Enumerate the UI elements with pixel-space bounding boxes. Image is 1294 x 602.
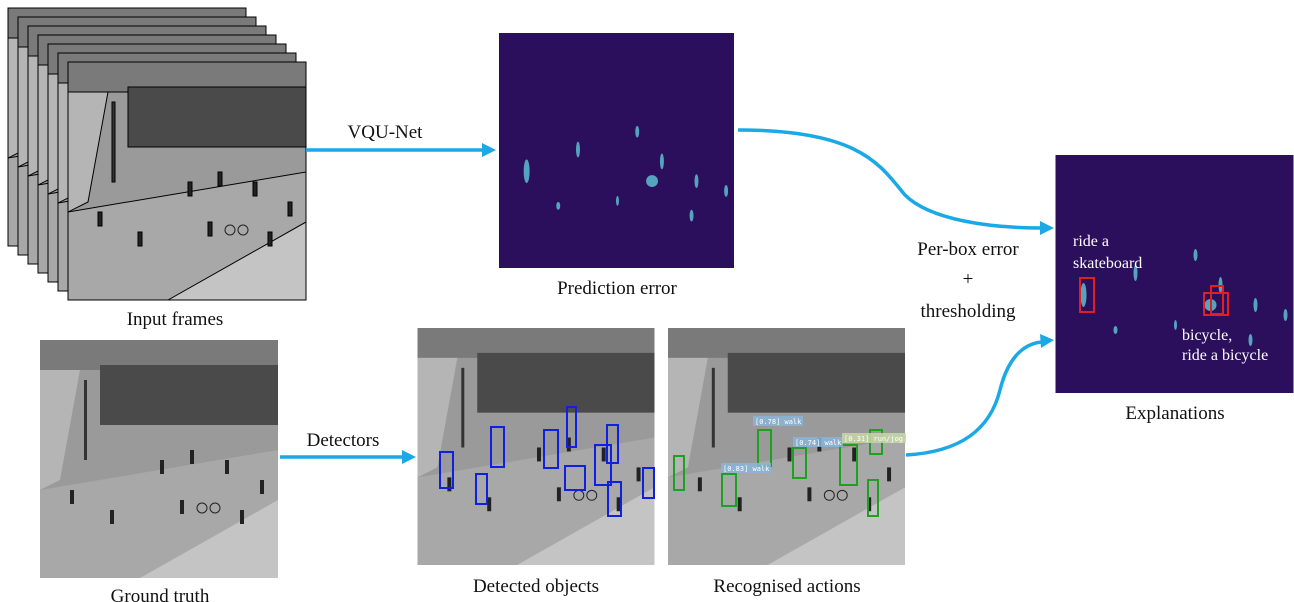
fusion-line: + (963, 269, 974, 290)
fusion-line: Per-box error (917, 239, 1019, 260)
detection-boxes (439, 406, 655, 517)
prediction-error-label: Prediction error (557, 278, 677, 299)
action-tag-backgrounds (721, 416, 906, 473)
ground-truth-label: Ground truth (111, 586, 210, 602)
explanations-label: Explanations (1125, 403, 1224, 424)
input-frame-stack (7, 7, 307, 301)
action-tag: [0.74] walk (795, 439, 842, 447)
annotation: ride a bicycle (1182, 347, 1268, 364)
action-tag: [0.78] walk (755, 418, 802, 426)
annotation: bicycle, (1182, 327, 1232, 344)
arrows (280, 128, 1043, 459)
prediction-error-image (499, 33, 734, 268)
explanation-boxes (1079, 277, 1229, 316)
arrow-heads (402, 143, 1054, 464)
action-boxes (673, 429, 883, 517)
action-tag: [0.83] walk (723, 465, 770, 473)
input-frames-label: Input frames (127, 309, 224, 330)
annotation: ride a (1073, 233, 1109, 250)
annotation: skateboard (1073, 255, 1142, 272)
detectors-label: Detectors (307, 430, 380, 451)
action-tag: [0.31] run/jog (844, 435, 903, 443)
recognised-actions-label: Recognised actions (713, 576, 860, 597)
ground-truth-image (40, 340, 278, 578)
vqu-net-label: VQU-Net (348, 122, 424, 143)
detected-objects-label: Detected objects (473, 576, 599, 597)
fusion-line: thresholding (921, 301, 1016, 322)
